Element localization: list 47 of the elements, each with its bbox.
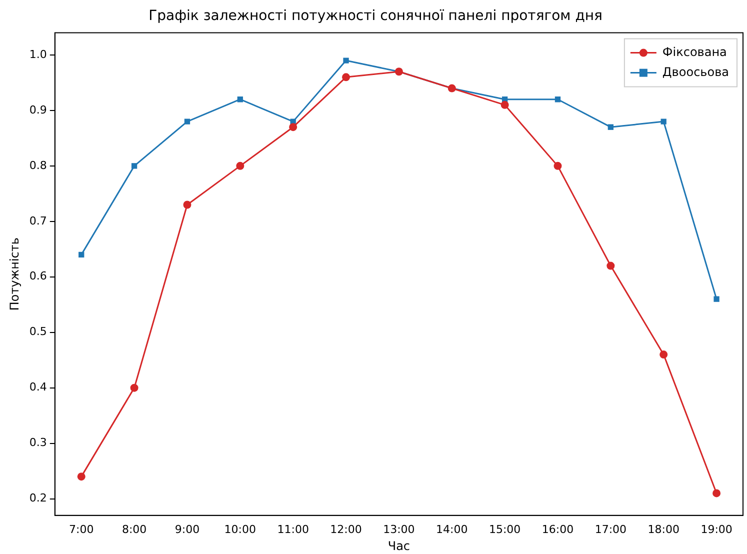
x-tick-label: 17:00	[594, 522, 627, 536]
x-tick-label: 15:00	[488, 522, 521, 536]
point	[554, 162, 562, 170]
y-tick-label: 0.9	[29, 103, 47, 116]
point	[606, 262, 615, 270]
y-tick-label: 0.6	[29, 270, 47, 283]
y-tick-label: 0.5	[29, 325, 47, 338]
y-tick-label: 0.4	[29, 380, 47, 394]
x-tick-label: 19:00	[700, 522, 732, 536]
legend-label: Фіксована	[662, 44, 727, 59]
point	[608, 124, 614, 130]
x-tick-label: 7:00	[69, 522, 94, 536]
x-tick-label: 11:00	[277, 522, 309, 536]
point	[184, 118, 190, 124]
y-tick-label: 0.2	[29, 492, 47, 505]
point	[712, 489, 721, 498]
x-tick-label: 9:00	[174, 522, 200, 536]
x-tick-label: 14:00	[436, 522, 468, 536]
point	[660, 118, 666, 124]
point	[289, 123, 298, 132]
x-tick-label: 10:00	[224, 522, 256, 536]
point	[236, 162, 244, 170]
point	[237, 96, 243, 102]
point	[343, 58, 349, 64]
y-axis-title: Потужність	[7, 238, 22, 311]
legend-label: Двоосьова	[662, 64, 730, 79]
point	[500, 100, 509, 109]
point	[554, 96, 561, 102]
point	[342, 73, 350, 82]
x-tick-label: 13:00	[383, 522, 415, 536]
y-tick-label: 0.3	[29, 436, 47, 450]
point	[131, 163, 138, 169]
point	[77, 472, 86, 481]
x-axis-title: Час	[388, 538, 410, 553]
point	[130, 384, 138, 392]
y-tick-label: 0.7	[29, 214, 47, 228]
x-tick-label: 18:00	[648, 522, 680, 536]
point	[78, 252, 84, 258]
y-tick-label: 0.8	[29, 158, 47, 172]
y-tick-label: 1.0	[29, 48, 47, 61]
point	[183, 200, 192, 209]
x-tick-label: 16:00	[542, 522, 574, 536]
point	[714, 296, 720, 302]
point	[660, 350, 668, 359]
x-tick-label: 8:00	[122, 522, 147, 536]
chart-title: Графік залежності потужності сонячної панелі протягом дня	[148, 8, 602, 24]
x-tick-label: 12:00	[330, 522, 362, 536]
